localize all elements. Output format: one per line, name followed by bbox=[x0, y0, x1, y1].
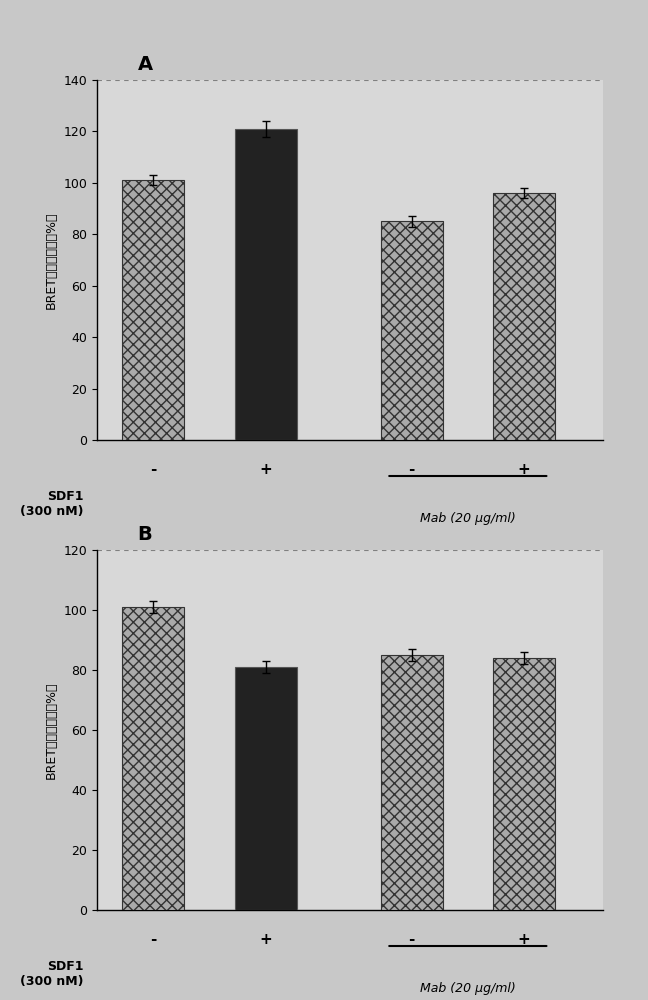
Bar bbox=[235, 667, 297, 910]
Bar bbox=[493, 193, 555, 440]
Bar bbox=[235, 129, 297, 440]
Text: -: - bbox=[150, 462, 157, 477]
Bar bbox=[122, 607, 184, 910]
Bar bbox=[381, 221, 443, 440]
Text: B: B bbox=[137, 525, 152, 544]
Text: SDF1
(300 nM): SDF1 (300 nM) bbox=[19, 960, 83, 988]
Y-axis label: BRET（基础信号的%）: BRET（基础信号的%） bbox=[45, 681, 58, 779]
Bar bbox=[381, 655, 443, 910]
Text: -: - bbox=[150, 932, 157, 947]
Text: A: A bbox=[137, 55, 153, 74]
Bar bbox=[493, 658, 555, 910]
Text: SDF1
(300 nM): SDF1 (300 nM) bbox=[19, 490, 83, 518]
Text: Mab (20 μg/ml): Mab (20 μg/ml) bbox=[420, 512, 516, 525]
Y-axis label: BRET（基础信号的%）: BRET（基础信号的%） bbox=[45, 211, 58, 309]
Text: +: + bbox=[518, 462, 531, 477]
Text: +: + bbox=[259, 932, 272, 947]
Text: Mab (20 μg/ml): Mab (20 μg/ml) bbox=[420, 982, 516, 995]
Text: -: - bbox=[408, 462, 415, 477]
Text: +: + bbox=[259, 462, 272, 477]
Bar bbox=[122, 180, 184, 440]
Text: -: - bbox=[408, 932, 415, 947]
Text: +: + bbox=[518, 932, 531, 947]
